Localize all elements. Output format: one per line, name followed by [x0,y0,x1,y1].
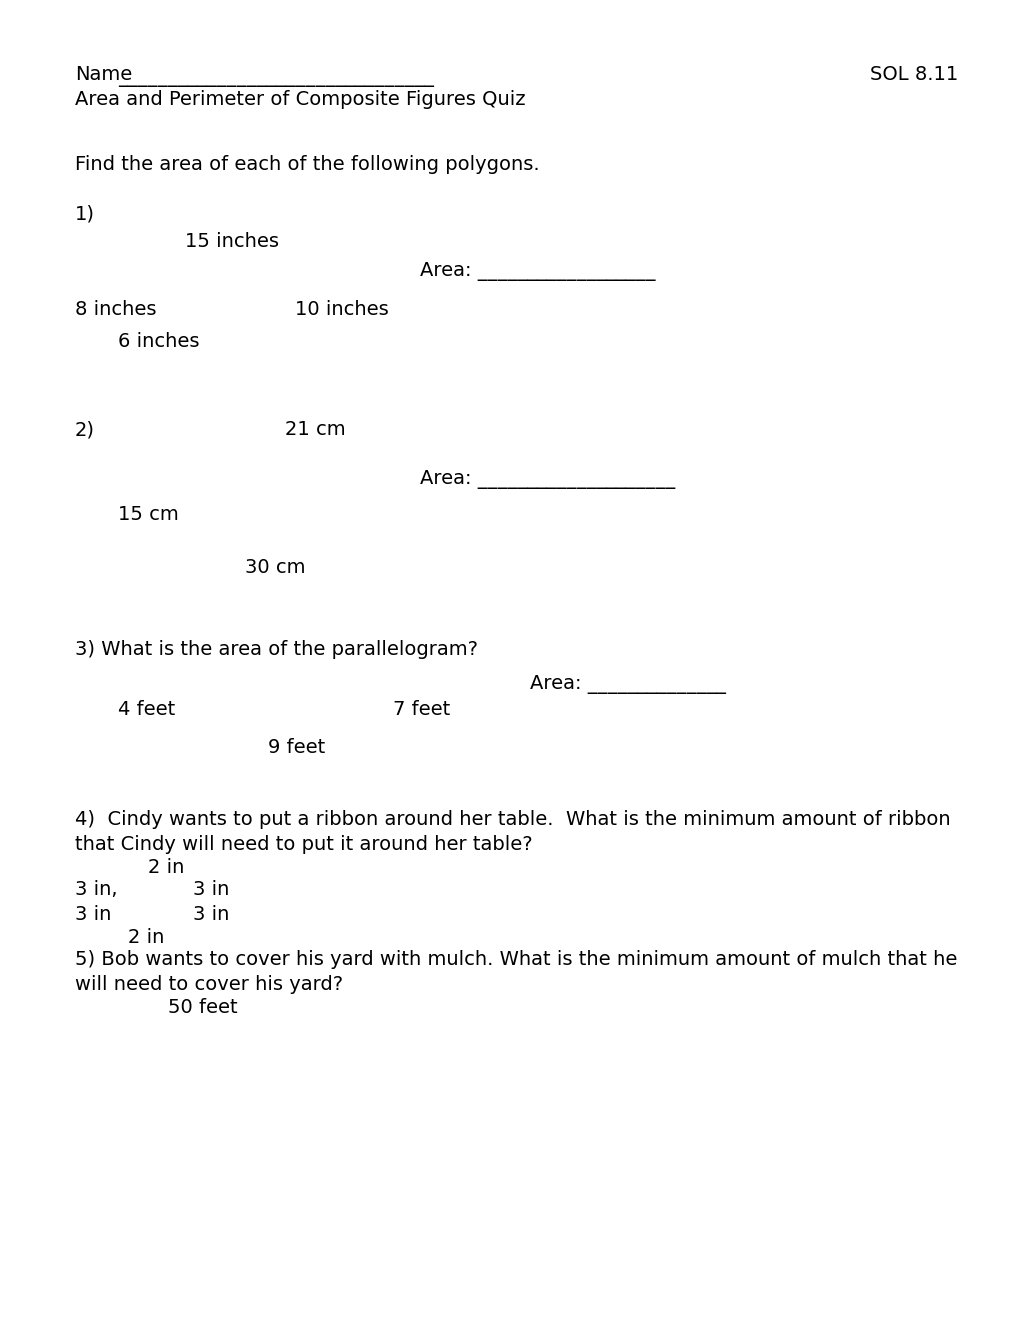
Text: 6 inches: 6 inches [118,333,200,351]
Text: 1): 1) [75,205,95,224]
Text: 21 cm: 21 cm [284,420,345,440]
Text: 3 in: 3 in [193,880,229,899]
Text: 3 in: 3 in [193,906,229,924]
Text: 2 in: 2 in [148,858,184,876]
Text: Area: ____________________: Area: ____________________ [420,470,675,488]
Text: will need to cover his yard?: will need to cover his yard? [75,975,342,994]
Text: ________________________________: ________________________________ [118,69,433,87]
Text: 50 feet: 50 feet [168,998,237,1016]
Text: 9 feet: 9 feet [268,738,325,756]
Text: 8 inches: 8 inches [75,300,156,319]
Text: 10 inches: 10 inches [294,300,388,319]
Text: 4)  Cindy wants to put a ribbon around her table.  What is the minimum amount of: 4) Cindy wants to put a ribbon around he… [75,810,950,829]
Text: 7 feet: 7 feet [392,700,449,719]
Text: 2 in: 2 in [127,928,164,946]
Text: Area and Perimeter of Composite Figures Quiz: Area and Perimeter of Composite Figures … [75,90,525,110]
Text: Area: ______________: Area: ______________ [530,675,726,694]
Text: 4 feet: 4 feet [118,700,175,719]
Text: Name: Name [75,65,132,84]
Text: 3 in: 3 in [75,906,111,924]
Text: Find the area of each of the following polygons.: Find the area of each of the following p… [75,154,539,174]
Text: 3 in,: 3 in, [75,880,117,899]
Text: 15 cm: 15 cm [118,506,178,524]
Text: 5) Bob wants to cover his yard with mulch. What is the minimum amount of mulch t: 5) Bob wants to cover his yard with mulc… [75,950,957,969]
Text: 30 cm: 30 cm [245,558,306,577]
Text: 15 inches: 15 inches [184,232,279,251]
Text: that Cindy will need to put it around her table?: that Cindy will need to put it around he… [75,836,532,854]
Text: Area: __________________: Area: __________________ [420,261,655,281]
Text: 2): 2) [75,420,95,440]
Text: SOL 8.11: SOL 8.11 [869,65,957,84]
Text: 3) What is the area of the parallelogram?: 3) What is the area of the parallelogram… [75,640,478,659]
